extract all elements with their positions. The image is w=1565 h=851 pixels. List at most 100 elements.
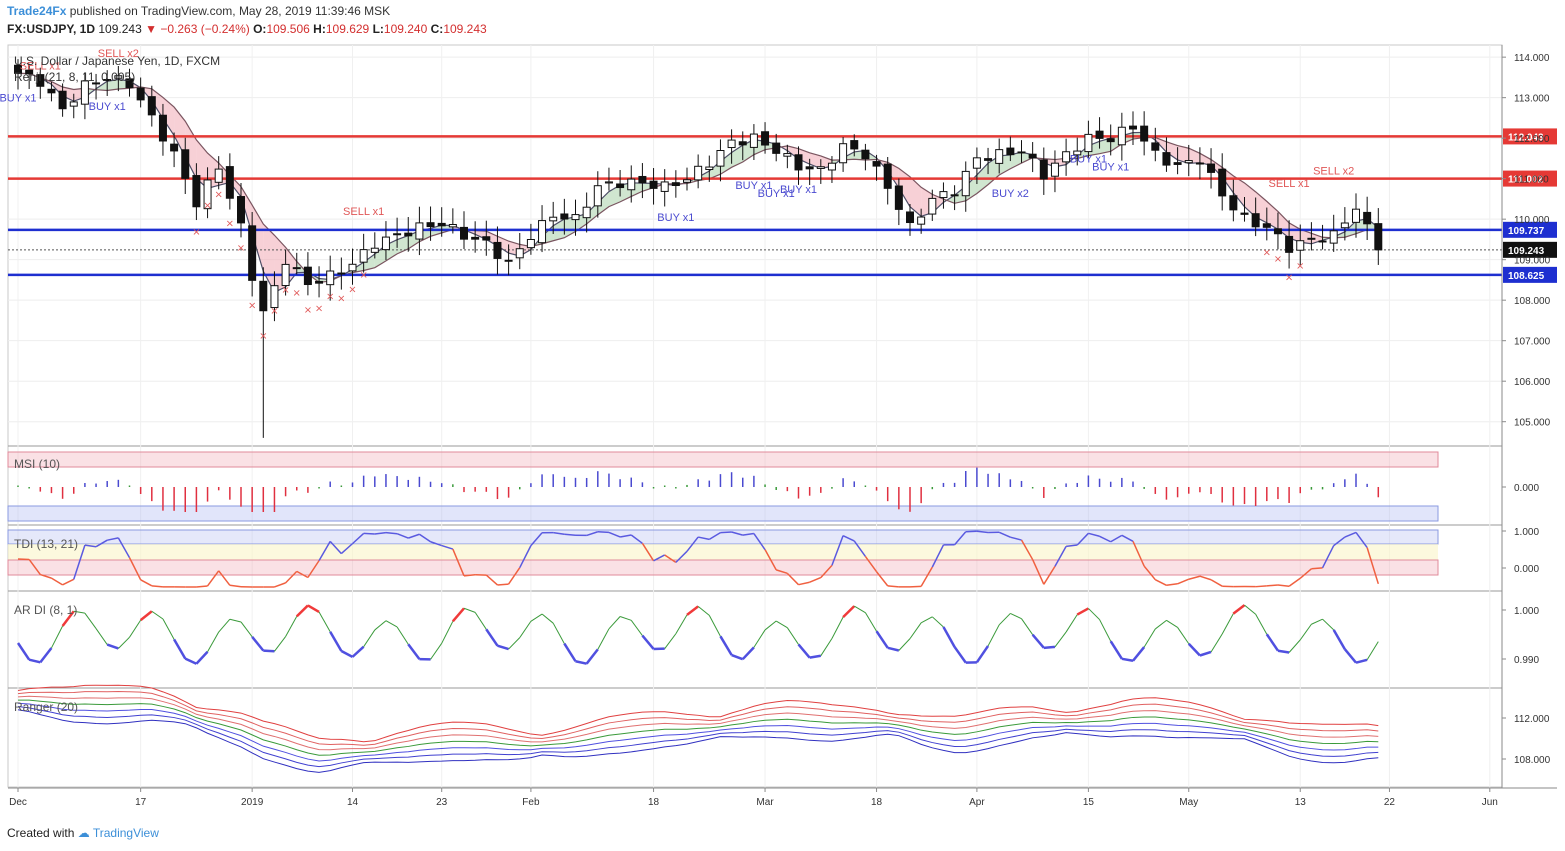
tdi-line-segment xyxy=(408,533,420,539)
cross-marker: × xyxy=(226,219,234,230)
brand-name[interactable]: Trade24Fx xyxy=(7,4,67,18)
ardi-line-segment xyxy=(942,626,956,648)
tdi-line-segment xyxy=(708,531,721,540)
tradingview-link[interactable]: TradingView xyxy=(92,826,159,840)
candle-body xyxy=(761,131,770,146)
ardi-line-segment xyxy=(1010,613,1022,620)
price-level-label: 112.043 xyxy=(1508,132,1544,143)
tdi-line-segment xyxy=(619,534,632,538)
candle-body xyxy=(1318,240,1327,243)
panel-label: Ranger (20) xyxy=(14,700,78,714)
candle-body xyxy=(861,149,870,160)
candle-body xyxy=(58,90,67,110)
tdi-line-segment xyxy=(519,545,532,569)
ardi-line-segment xyxy=(396,626,409,645)
panel-tick-label: 112.000 xyxy=(1514,714,1550,725)
tdi-line-segment xyxy=(720,531,732,534)
signal-label: SELL x1 xyxy=(1269,178,1310,190)
tdi-line-segment xyxy=(274,582,286,588)
tdi-line-segment xyxy=(107,537,119,541)
tdi-line-segment xyxy=(1255,585,1267,588)
tdi-line-segment xyxy=(40,573,52,579)
cross-marker: × xyxy=(248,301,256,312)
tdi-line-segment xyxy=(686,536,699,552)
cross-marker: × xyxy=(348,285,356,296)
candle-body xyxy=(1028,153,1037,159)
candle-body xyxy=(158,114,167,142)
ardi-line-segment xyxy=(1311,618,1323,625)
candle-body xyxy=(604,181,613,184)
ranger-band-line xyxy=(17,702,1379,762)
ardi-line-segment xyxy=(597,628,610,650)
ardi-line-segment xyxy=(173,638,187,660)
candle-body xyxy=(326,270,335,286)
ardi-line-segment xyxy=(920,616,933,624)
high-value: 109.629 xyxy=(325,22,370,36)
tdi-line-segment xyxy=(441,544,454,550)
ardi-line-segment xyxy=(28,658,41,664)
tdi-line-segment xyxy=(1355,531,1368,549)
candle-body xyxy=(136,87,145,101)
candle-body xyxy=(192,175,201,208)
ardi-line-segment xyxy=(831,616,844,639)
tdi-line-segment xyxy=(998,531,1011,538)
cross-marker: × xyxy=(359,270,367,281)
tdi-line-segment xyxy=(485,574,498,586)
tdi-line-segment xyxy=(329,540,342,555)
candle-body xyxy=(1251,213,1260,228)
candle-body xyxy=(92,82,101,85)
tdi-line-segment xyxy=(318,540,331,561)
tdi-line-segment xyxy=(664,554,677,564)
panel-tick-label: 0.990 xyxy=(1514,655,1539,666)
tdi-line-segment xyxy=(140,579,153,587)
candle-body xyxy=(69,101,78,107)
ardi-line-segment xyxy=(909,622,922,639)
publish-info: Trade24Fx published on TradingView.com, … xyxy=(7,4,390,18)
price-level-label: 111.002 xyxy=(1508,175,1543,186)
tdi-line-segment xyxy=(1311,567,1323,570)
candle-body xyxy=(359,249,368,263)
ardi-line-segment xyxy=(1021,618,1034,636)
tdi-line-segment xyxy=(742,532,755,536)
candle-body xyxy=(705,166,714,170)
tdi-line-segment xyxy=(1099,535,1112,543)
ardi-line-segment xyxy=(1121,657,1134,663)
cloud-segment xyxy=(597,191,609,215)
tdi-line-segment xyxy=(1031,559,1045,585)
chart-frame xyxy=(7,44,1503,788)
down-arrow-icon: ▼ xyxy=(145,22,157,36)
tdi-line-segment xyxy=(28,558,41,576)
tdi-line-segment xyxy=(1210,579,1223,587)
candle-body xyxy=(716,150,725,167)
price-level-tag xyxy=(1503,128,1557,145)
candle-body xyxy=(917,216,926,225)
candle-body xyxy=(839,143,848,164)
signal-label: SELL x2 xyxy=(98,48,139,60)
ardi-line-segment xyxy=(719,635,733,656)
tdi-line-segment xyxy=(1143,565,1156,581)
cloud-segment xyxy=(1266,201,1278,230)
candle-body xyxy=(1062,151,1071,163)
tdi-line-segment xyxy=(296,570,309,579)
candle-body xyxy=(1129,125,1137,130)
ardi-line-segment xyxy=(162,618,175,640)
tdi-line-segment xyxy=(586,531,599,537)
ardi-line-segment xyxy=(753,629,766,648)
price-tick-label: 107.000 xyxy=(1514,337,1551,348)
close-value: 109.243 xyxy=(443,22,487,36)
tdi-line-segment xyxy=(1266,584,1279,587)
candle-body xyxy=(1307,237,1316,240)
price-level-tag xyxy=(1503,266,1557,283)
quote-info: FX:USDJPY, 1D 109.243 ▼ −0.263 (−0.24%) … xyxy=(7,22,487,36)
tdi-lower-band xyxy=(7,559,1439,576)
time-tick-label: 22 xyxy=(1384,797,1396,808)
cloud-segment xyxy=(1010,152,1022,169)
cross-marker: × xyxy=(1263,248,1271,259)
time-tick-label: 17 xyxy=(135,797,147,808)
publish-text: published on TradingView.com, May 28, 20… xyxy=(69,4,391,18)
panel-tick-label: 0.000 xyxy=(1514,483,1539,494)
signal-label: SELL x1 xyxy=(343,206,384,218)
tdi-line-segment xyxy=(84,544,97,548)
candle-body xyxy=(47,88,56,94)
